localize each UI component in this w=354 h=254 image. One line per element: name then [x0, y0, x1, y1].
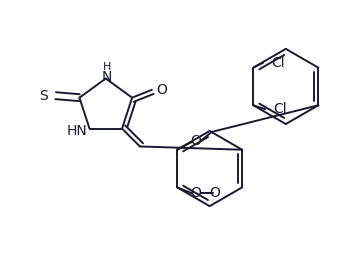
- Text: S: S: [39, 89, 48, 103]
- Text: Cl: Cl: [273, 102, 287, 116]
- Text: O: O: [190, 186, 201, 200]
- Text: O: O: [209, 186, 220, 200]
- Text: N: N: [102, 70, 112, 84]
- Text: HN: HN: [67, 124, 87, 138]
- Text: O: O: [156, 83, 167, 97]
- Text: Cl: Cl: [271, 56, 285, 70]
- Text: H: H: [103, 62, 111, 72]
- Text: O: O: [190, 134, 201, 148]
